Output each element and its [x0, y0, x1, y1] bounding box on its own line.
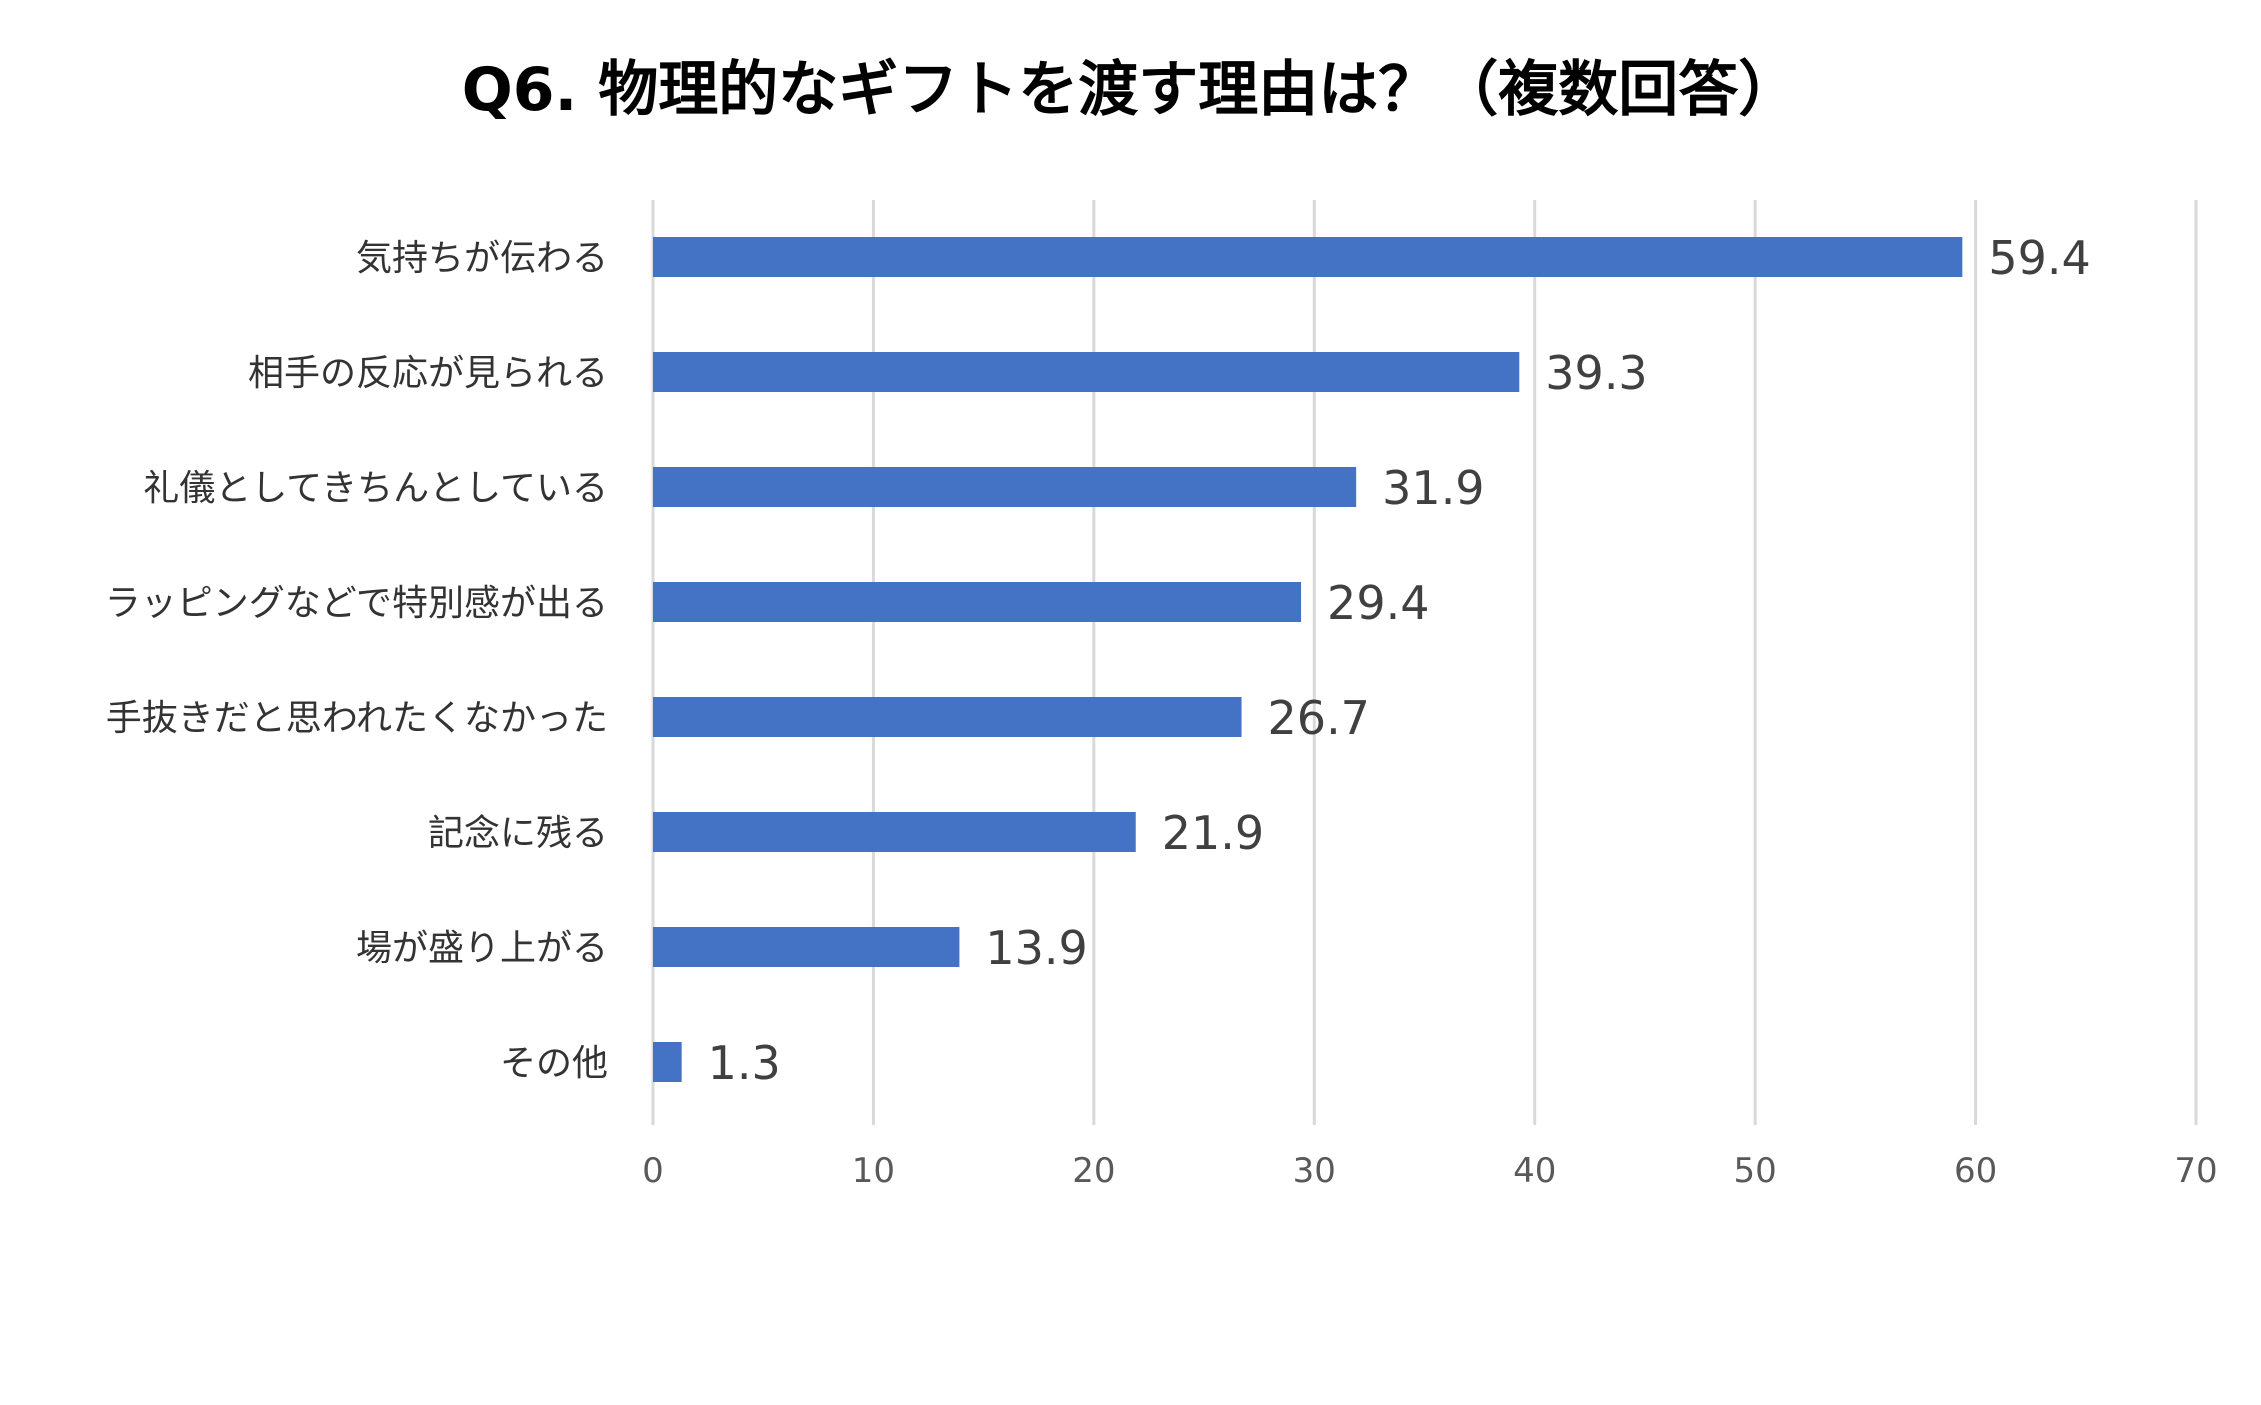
data-label: 26.7: [1268, 691, 1370, 745]
bar: [653, 812, 1136, 852]
x-axis-tick-labels: 0 10 20 30 40 50 60 70: [642, 1151, 2217, 1191]
data-label: 39.3: [1545, 346, 1647, 400]
x-tick-label: 0: [642, 1151, 664, 1191]
x-tick-label: 20: [1072, 1151, 1115, 1191]
data-label: 31.9: [1382, 461, 1484, 515]
bar: [653, 697, 1242, 737]
x-tick-label: 40: [1513, 1151, 1556, 1191]
category-labels: 気持ちが伝わる相手の反応が見られる礼儀としてきちんとしているラッピングなどで特別…: [105, 238, 608, 1084]
data-label: 13.9: [985, 921, 1087, 975]
data-label: 59.4: [1988, 231, 2090, 285]
category-label: 記念に残る: [428, 813, 608, 854]
bar: [653, 352, 1520, 392]
data-label: 21.9: [1162, 806, 1264, 860]
value-labels: 59.4 39.3 31.9 29.4 26.7 21.9 13.9 1.3: [708, 231, 2091, 1090]
data-label: 1.3: [708, 1036, 781, 1090]
category-label: 相手の反応が見られる: [248, 353, 608, 394]
x-tick-label: 10: [852, 1151, 895, 1191]
x-tick-label: 60: [1954, 1151, 1997, 1191]
bar: [653, 237, 1963, 277]
bar: [653, 1042, 682, 1082]
bar: [653, 467, 1357, 507]
x-tick-label: 30: [1293, 1151, 1336, 1191]
bars: [653, 237, 1963, 1082]
category-label: 気持ちが伝わる: [356, 238, 608, 279]
category-label: 手抜きだと思われたくなかった: [106, 698, 608, 739]
data-label: 29.4: [1327, 576, 1429, 630]
bar: [653, 927, 960, 967]
gridlines: [651, 200, 2198, 1125]
x-tick-label: 70: [2174, 1151, 2217, 1191]
bar: [653, 582, 1302, 622]
x-tick-label: 50: [1734, 1151, 1777, 1191]
category-label: ラッピングなどで特別感が出る: [105, 583, 608, 624]
category-label: 場が盛り上がる: [356, 928, 608, 969]
category-label: その他: [500, 1043, 608, 1084]
chart-title: Q6. 物理的なギフトを渡す理由は？（複数回答）: [462, 55, 1798, 125]
category-label: 礼儀としてきちんとしている: [143, 468, 608, 509]
